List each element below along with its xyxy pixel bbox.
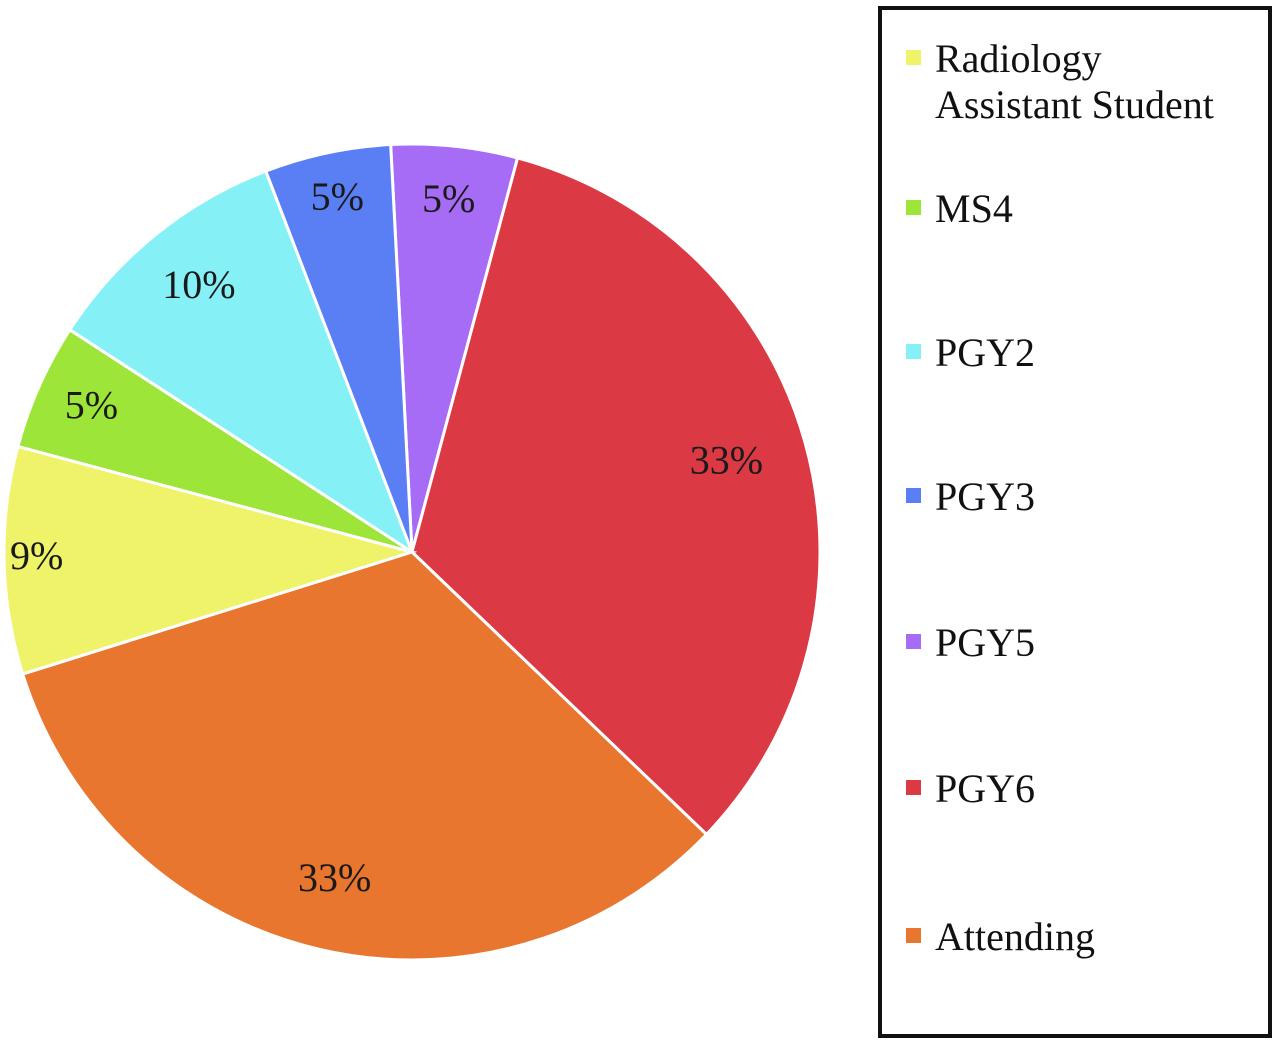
data-label-ms4: 5% [65,382,118,427]
pie-slice-pgy2 [67,169,416,556]
legend-label-line: MS4 [935,186,1013,231]
pie-slice-radiology-assistant-student [2,444,418,676]
legend-label-line: Attending [935,914,1095,959]
legend-swatch [906,344,921,359]
legend-label: Radiology Assistant Student [935,36,1214,128]
chart-legend: Radiology Assistant Student MS4 PGY2 PGY3 PGY… [878,6,1272,1038]
pie-slice-attending [20,550,709,962]
legend-swatch [906,928,921,943]
data-label-attending: 33% [298,855,371,900]
pie-data-labels: 5% 33% 33% 9% 5% 10% 5% [10,174,763,900]
legend-item-pgy5: PGY5 [906,620,1260,666]
data-label-radiology-assistant-student: 9% [10,533,63,578]
legend-item-pgy3: PGY3 [906,474,1260,520]
pie-slice-pgy6 [410,156,822,837]
legend-label: PGY5 [935,620,1035,666]
legend-item-pgy6: PGY6 [906,766,1260,812]
legend-swatch [906,200,921,215]
data-label-pgy5: 5% [422,176,475,221]
legend-swatch [906,780,921,795]
legend-label-line: Assistant Student [935,82,1214,127]
legend-item-attending: Attending [906,914,1260,960]
legend-label: PGY3 [935,474,1035,520]
legend-label-line: PGY2 [935,330,1036,375]
legend-item-pgy2: PGY2 [906,330,1260,376]
legend-label: MS4 [935,186,1013,232]
legend-label: Attending [935,914,1095,960]
legend-label: PGY6 [935,766,1035,812]
data-label-pgy3: 5% [311,174,364,219]
legend-swatch [906,488,921,503]
data-label-pgy2: 10% [162,262,235,307]
legend-swatch [906,50,921,65]
legend-label-line: PGY6 [935,766,1036,811]
pie-slice-pgy3 [263,142,414,553]
data-label-pgy6: 33% [690,437,763,482]
pie-slices [2,142,822,962]
legend-label-line: PGY3 [935,474,1036,519]
legend-item-radiology-assistant-student: Radiology Assistant Student [906,36,1260,128]
legend-label-line: Radiology [935,36,1102,81]
legend-label-line: PGY5 [935,620,1036,665]
legend-label: PGY2 [935,330,1035,376]
legend-swatch [906,634,921,649]
legend-item-ms4: MS4 [906,186,1260,232]
pie-chart: 5% 33% 33% 9% 5% 10% 5% [2,142,822,962]
